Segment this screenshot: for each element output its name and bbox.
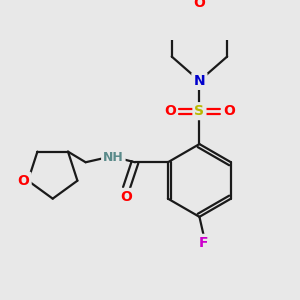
Text: S: S <box>194 104 204 118</box>
Text: O: O <box>223 104 235 118</box>
Text: O: O <box>18 174 30 188</box>
Text: O: O <box>120 190 132 204</box>
Text: NH: NH <box>103 152 124 164</box>
Text: F: F <box>199 236 208 250</box>
Text: O: O <box>164 104 176 118</box>
Text: N: N <box>194 74 205 88</box>
Text: O: O <box>194 0 206 10</box>
Text: N: N <box>194 74 205 88</box>
